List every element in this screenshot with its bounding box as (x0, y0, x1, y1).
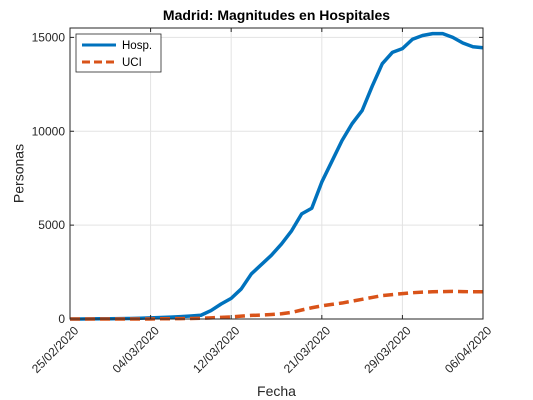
y-tick-labels: 0 5000 10000 15000 (32, 30, 66, 326)
x-tick-labels: 25/02/2020 04/03/2020 12/03/2020 21/03/2020… (29, 323, 495, 376)
y-tick-label: 0 (58, 312, 65, 326)
x-tick-label: 25/02/2020 (29, 323, 82, 376)
x-tick-label: 29/03/2020 (361, 323, 414, 376)
plot-frame (69, 27, 484, 320)
legend-box (75, 33, 162, 73)
legend: Hosp. UCI (75, 33, 162, 73)
plot-area (70, 28, 483, 319)
chart-title: Madrid: Magnitudes en Hospitales (163, 7, 390, 23)
ticks (69, 28, 484, 320)
x-tick-label: 12/03/2020 (190, 323, 243, 376)
legend-label-uci: UCI (122, 57, 142, 69)
y-tick-label: 15000 (32, 30, 66, 44)
x-tick-label: 06/04/2020 (442, 323, 495, 376)
y-tick-label: 5000 (38, 218, 65, 232)
x-axis-title: Fecha (257, 383, 296, 399)
y-axis-title: Personas (11, 144, 27, 203)
y-tick-label: 10000 (32, 124, 66, 138)
x-tick-label: 04/03/2020 (110, 323, 163, 376)
legend-label-hosp: Hosp. (122, 40, 152, 52)
x-tick-label: 21/03/2020 (281, 323, 334, 376)
